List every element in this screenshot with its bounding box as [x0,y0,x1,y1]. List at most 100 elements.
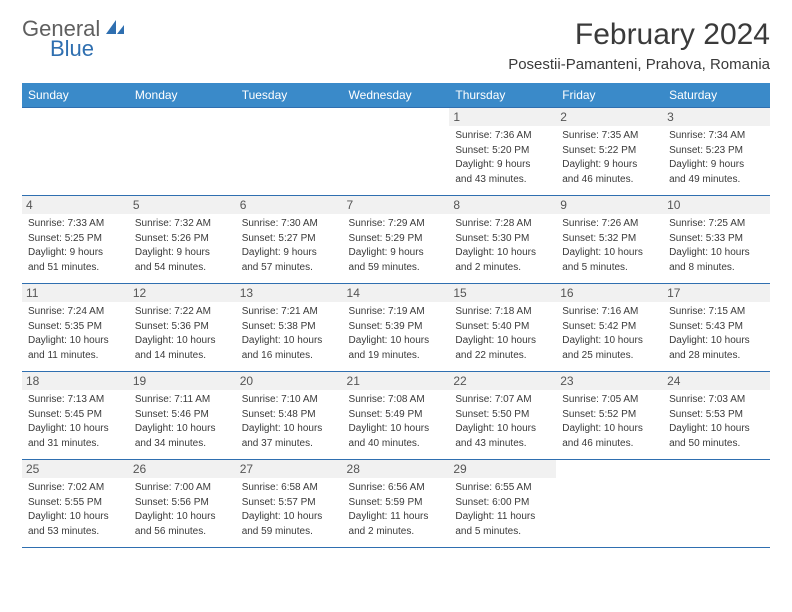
day-header: Wednesday [343,83,450,108]
day-dl2: and 5 minutes. [562,261,657,275]
day-dl2: and 53 minutes. [28,525,123,539]
day-info: Sunrise: 7:00 AMSunset: 5:56 PMDaylight:… [135,481,230,538]
day-dl2: and 46 minutes. [562,437,657,451]
calendar-day-cell: 17Sunrise: 7:15 AMSunset: 5:43 PMDayligh… [663,284,770,372]
day-number: 3 [663,108,770,126]
day-sunset: Sunset: 5:22 PM [562,144,657,158]
day-info: Sunrise: 7:15 AMSunset: 5:43 PMDaylight:… [669,305,764,362]
day-number: 13 [236,284,343,302]
day-sunrise: Sunrise: 7:13 AM [28,393,123,407]
day-sunrise: Sunrise: 7:34 AM [669,129,764,143]
calendar-week-row: 1Sunrise: 7:36 AMSunset: 5:20 PMDaylight… [22,108,770,196]
day-sunrise: Sunrise: 7:29 AM [349,217,444,231]
day-sunrise: Sunrise: 7:18 AM [455,305,550,319]
calendar-day-cell: 21 Sunrise: 7:08 AMSunset: 5:49 PMDayligh… [343,372,450,460]
day-sunrise: Sunrise: 7:05 AM [562,393,657,407]
day-sunset: Sunset: 5:52 PM [562,408,657,422]
day-sunrise: Sunrise: 7:22 AM [135,305,230,319]
day-dl1: Daylight: 10 hours [669,246,764,260]
day-number: 21 [343,372,450,390]
day-dl1: Daylight: 10 hours [242,510,337,524]
day-sunrise: Sunrise: 7:33 AM [28,217,123,231]
day-sunset: Sunset: 5:49 PM [349,408,444,422]
day-dl1: Daylight: 11 hours [455,510,550,524]
day-dl2: and 31 minutes. [28,437,123,451]
day-header: Saturday [663,83,770,108]
day-number: 9 [556,196,663,214]
day-sunset: Sunset: 5:26 PM [135,232,230,246]
day-number: 26 [129,460,236,478]
day-sunset: Sunset: 5:32 PM [562,232,657,246]
day-header: Sunday [22,83,129,108]
day-dl2: and 49 minutes. [669,173,764,187]
calendar-day-cell: 8Sunrise: 7:28 AMSunset: 5:30 PMDaylight… [449,196,556,284]
month-title: February 2024 [508,18,770,52]
day-number: 20 [236,372,343,390]
day-info: Sunrise: 7:11 AMSunset: 5:46 PMDaylight:… [135,393,230,450]
day-number: 22 [449,372,556,390]
day-info: Sunrise: 7:28 AMSunset: 5:30 PMDaylight:… [455,217,550,274]
day-info: Sunrise: 6:58 AMSunset: 5:57 PMDaylight:… [242,481,337,538]
title-block: February 2024 Posestii-Pamanteni, Prahov… [508,18,770,73]
day-number: 27 [236,460,343,478]
day-sunset: Sunset: 5:48 PM [242,408,337,422]
day-sunset: Sunset: 5:25 PM [28,232,123,246]
day-sunrise: Sunrise: 7:36 AM [455,129,550,143]
calendar-day-cell [556,460,663,548]
calendar-day-cell: 7Sunrise: 7:29 AMSunset: 5:29 PMDaylight… [343,196,450,284]
day-sunrise: Sunrise: 7:08 AM [349,393,444,407]
day-dl2: and 50 minutes. [669,437,764,451]
day-dl1: Daylight: 10 hours [669,422,764,436]
day-dl1: Daylight: 10 hours [349,422,444,436]
day-dl2: and 56 minutes. [135,525,230,539]
day-sunrise: Sunrise: 7:28 AM [455,217,550,231]
day-dl1: Daylight: 10 hours [562,246,657,260]
calendar-day-cell [22,108,129,196]
calendar-week-row: 25Sunrise: 7:02 AMSunset: 5:55 PMDayligh… [22,460,770,548]
calendar-day-cell: 23Sunrise: 7:05 AMSunset: 5:52 PMDayligh… [556,372,663,460]
day-dl2: and 11 minutes. [28,349,123,363]
day-dl2: and 43 minutes. [455,437,550,451]
day-info: Sunrise: 7:32 AMSunset: 5:26 PMDaylight:… [135,217,230,274]
day-sunrise: Sunrise: 7:03 AM [669,393,764,407]
day-dl2: and 40 minutes. [349,437,444,451]
day-dl1: Daylight: 10 hours [455,334,550,348]
calendar-day-cell: 16Sunrise: 7:16 AMSunset: 5:42 PMDayligh… [556,284,663,372]
calendar-day-cell: 15Sunrise: 7:18 AMSunset: 5:40 PMDayligh… [449,284,556,372]
day-number: 6 [236,196,343,214]
day-info: Sunrise: 7:07 AMSunset: 5:50 PMDaylight:… [455,393,550,450]
day-sunrise: Sunrise: 7:11 AM [135,393,230,407]
day-sunset: Sunset: 5:36 PM [135,320,230,334]
day-sunset: Sunset: 5:40 PM [455,320,550,334]
day-sunrise: Sunrise: 7:15 AM [669,305,764,319]
day-info: Sunrise: 7:24 AMSunset: 5:35 PMDaylight:… [28,305,123,362]
day-sunrise: Sunrise: 7:07 AM [455,393,550,407]
day-sunrise: Sunrise: 7:26 AM [562,217,657,231]
day-info: Sunrise: 7:03 AMSunset: 5:53 PMDaylight:… [669,393,764,450]
day-sunset: Sunset: 5:45 PM [28,408,123,422]
day-dl1: Daylight: 10 hours [455,246,550,260]
day-dl1: Daylight: 10 hours [349,334,444,348]
day-sunset: Sunset: 5:46 PM [135,408,230,422]
day-sunset: Sunset: 5:29 PM [349,232,444,246]
day-number: 12 [129,284,236,302]
day-number: 7 [343,196,450,214]
calendar-day-cell: 18Sunrise: 7:13 AMSunset: 5:45 PMDayligh… [22,372,129,460]
day-sunrise: Sunrise: 7:19 AM [349,305,444,319]
day-dl1: Daylight: 10 hours [669,334,764,348]
day-dl2: and 46 minutes. [562,173,657,187]
calendar-day-cell: 9 Sunrise: 7:26 AMSunset: 5:32 PMDaylight… [556,196,663,284]
logo-text-blue: Blue [50,38,126,60]
day-sunset: Sunset: 5:20 PM [455,144,550,158]
day-info: Sunrise: 7:10 AMSunset: 5:48 PMDaylight:… [242,393,337,450]
calendar-day-cell: 10Sunrise: 7:25 AMSunset: 5:33 PMDayligh… [663,196,770,284]
day-sunset: Sunset: 5:35 PM [28,320,123,334]
day-number: 2 [556,108,663,126]
calendar-day-cell: 25Sunrise: 7:02 AMSunset: 5:55 PMDayligh… [22,460,129,548]
day-sunrise: Sunrise: 7:10 AM [242,393,337,407]
calendar-day-cell: 11Sunrise: 7:24 AMSunset: 5:35 PMDayligh… [22,284,129,372]
calendar-day-cell [236,108,343,196]
calendar-day-cell: 26 Sunrise: 7:00 AMSunset: 5:56 PMDayligh… [129,460,236,548]
logo-sail-icon [104,18,126,40]
day-dl1: Daylight: 10 hours [135,510,230,524]
